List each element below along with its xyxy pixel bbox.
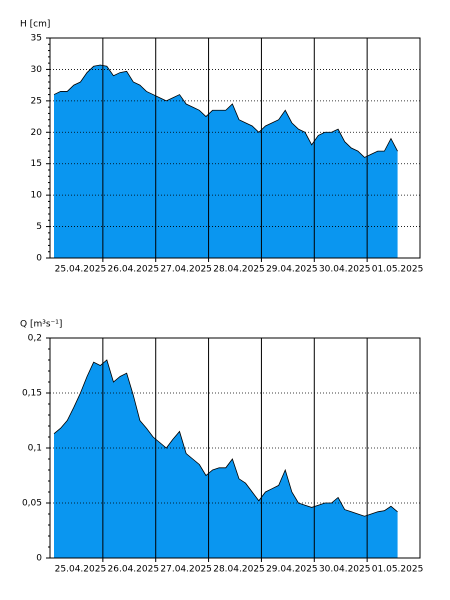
x-tick-label: 27.04.2025 bbox=[160, 265, 212, 275]
y-tick-label: 20 bbox=[31, 128, 43, 138]
x-tick-label: 27.04.2025 bbox=[160, 565, 212, 575]
y-tick-label: 0,1 bbox=[28, 444, 42, 454]
y-tick-label: 5 bbox=[36, 222, 42, 232]
line bbox=[53, 359, 398, 517]
y-tick-label: 10 bbox=[31, 191, 43, 201]
y-tick-label: 0,2 bbox=[28, 334, 42, 344]
y-tick-label: 35 bbox=[31, 34, 42, 44]
area bbox=[54, 360, 398, 558]
y-tick-label: 0 bbox=[36, 554, 42, 564]
y-tick-label: 30 bbox=[31, 65, 43, 75]
y-tick-label: 0,15 bbox=[22, 389, 42, 399]
y-axis-label: H [cm] bbox=[20, 20, 50, 30]
area bbox=[54, 65, 398, 259]
x-tick-label: 25.04.2025 bbox=[55, 565, 107, 575]
x-tick-label: 30.04.2025 bbox=[319, 565, 371, 575]
x-tick-label: 26.04.2025 bbox=[108, 565, 160, 575]
plot-frame bbox=[49, 337, 421, 559]
x-tick-label: 28.04.2025 bbox=[213, 265, 265, 275]
plot-frame bbox=[49, 37, 421, 259]
x-tick-label: 30.04.2025 bbox=[319, 265, 371, 275]
x-tick-label: 29.04.2025 bbox=[266, 265, 318, 275]
y-tick-label: 25 bbox=[31, 96, 42, 106]
x-tick-label: 25.04.2025 bbox=[55, 265, 107, 275]
x-tick-label: 28.04.2025 bbox=[213, 565, 265, 575]
y-tick-label: 0,05 bbox=[22, 499, 42, 509]
x-tick-label: 01.05.2025 bbox=[372, 265, 424, 275]
line bbox=[53, 64, 398, 158]
y-tick-label: 0 bbox=[36, 254, 42, 264]
x-tick-label: 01.05.2025 bbox=[372, 565, 424, 575]
y-axis-label: Q [m³s⁻¹] bbox=[20, 320, 62, 330]
x-tick-label: 29.04.2025 bbox=[266, 565, 318, 575]
y-tick-label: 15 bbox=[31, 159, 42, 169]
x-tick-label: 26.04.2025 bbox=[108, 265, 160, 275]
